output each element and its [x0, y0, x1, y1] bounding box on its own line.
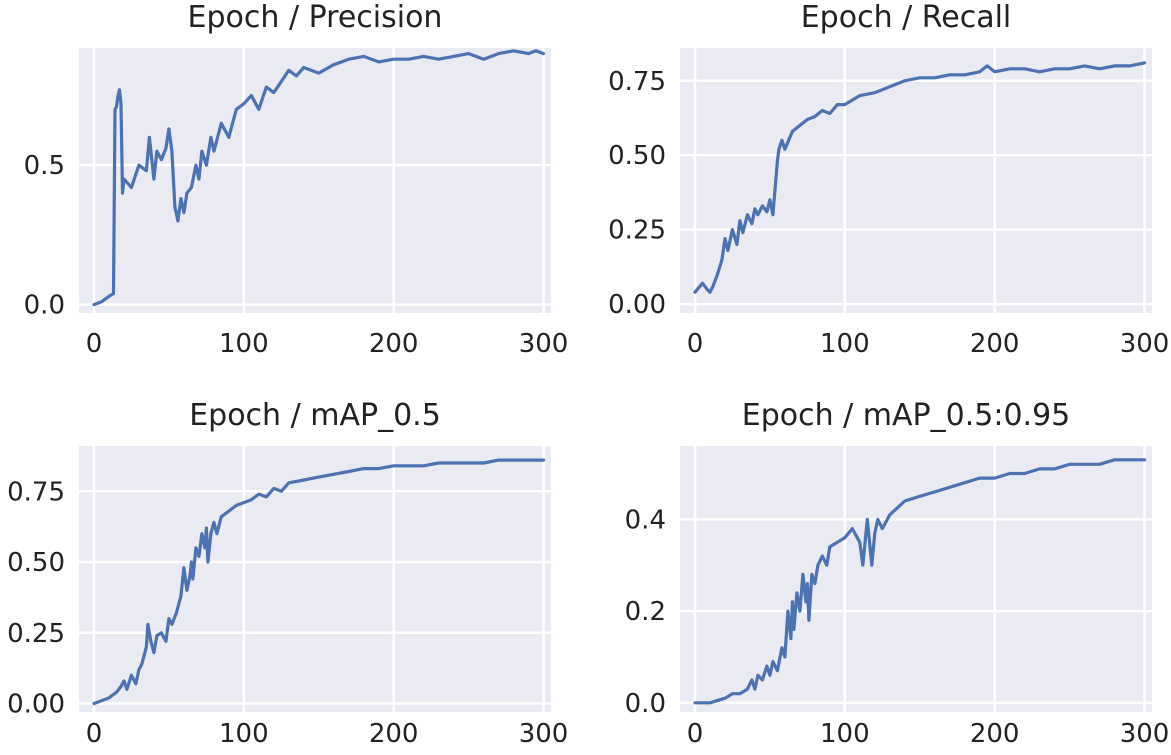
plot-background — [79, 48, 551, 313]
y-tick-label: 0.0 — [24, 291, 65, 321]
y-tick-label: 0.00 — [7, 690, 65, 720]
x-tick-label: 300 — [1120, 329, 1170, 359]
y-tick-label: 0.0 — [625, 689, 666, 719]
x-tick-label: 200 — [369, 329, 419, 359]
y-tick-label: 0.00 — [608, 290, 666, 320]
y-tick-label: 0.75 — [7, 477, 65, 507]
y-tick-label: 0.5 — [24, 151, 65, 181]
x-tick-label: 0 — [86, 329, 103, 359]
x-tick-label: 0 — [86, 719, 103, 749]
x-tick-label: 0 — [687, 719, 704, 749]
chart-title: Epoch / Recall — [800, 0, 1012, 35]
x-tick-label: 100 — [219, 719, 269, 749]
plot-background — [680, 446, 1152, 712]
chart-title: Epoch / Precision — [187, 0, 443, 35]
series-line — [92, 458, 546, 706]
x-tick-label: 100 — [219, 329, 269, 359]
x-tick-label: 100 — [820, 329, 870, 359]
series-line — [693, 61, 1147, 294]
chart-title: Epoch / mAP_0.5:0.95 — [741, 398, 1071, 433]
x-tick-label: 300 — [519, 329, 569, 359]
series-line — [92, 49, 546, 307]
y-tick-label: 0.25 — [7, 619, 65, 649]
chart-plot: 0 100 200 300 0.00 0.25 0.50 0.75 — [7, 446, 569, 749]
series-line — [693, 458, 1147, 705]
x-tick-label: 200 — [369, 719, 419, 749]
chart-panel-map50: Epoch / mAP_0.5 0 100 200 300 0.00 0.25 0.50 0.… — [0, 388, 585, 755]
chart-plot: 0 100 200 300 0.0 0.5 — [24, 48, 569, 359]
chart-panel-precision: Epoch / Precision 0 100 200 300 0.0 0.5 — [0, 0, 585, 378]
chart-title: Epoch / mAP_0.5 — [189, 398, 441, 433]
chart-plot: 0 100 200 300 0.0 0.2 0.4 — [625, 446, 1170, 749]
x-tick-label: 200 — [970, 719, 1020, 749]
y-tick-label: 0.50 — [608, 141, 666, 171]
chart-panel-map5095: Epoch / mAP_0.5:0.95 0 100 200 300 0.0 0.2 0.4 — [586, 388, 1171, 755]
plot-background — [680, 48, 1152, 313]
y-tick-label: 0.50 — [7, 548, 65, 578]
x-tick-label: 300 — [1120, 719, 1170, 749]
x-tick-label: 100 — [820, 719, 870, 749]
y-tick-label: 0.25 — [608, 216, 666, 246]
x-tick-label: 300 — [519, 719, 569, 749]
x-tick-label: 200 — [970, 329, 1020, 359]
y-tick-label: 0.75 — [608, 67, 666, 97]
chart-plot: 0 100 200 300 0.00 0.25 0.50 0.75 — [608, 48, 1170, 359]
chart-panel-recall: Epoch / Recall 0 100 200 300 0.00 0.25 0.50 0.7… — [586, 0, 1171, 378]
plot-background — [79, 446, 551, 712]
y-tick-label: 0.4 — [625, 505, 666, 535]
y-tick-label: 0.2 — [625, 597, 666, 627]
x-tick-label: 0 — [687, 329, 704, 359]
